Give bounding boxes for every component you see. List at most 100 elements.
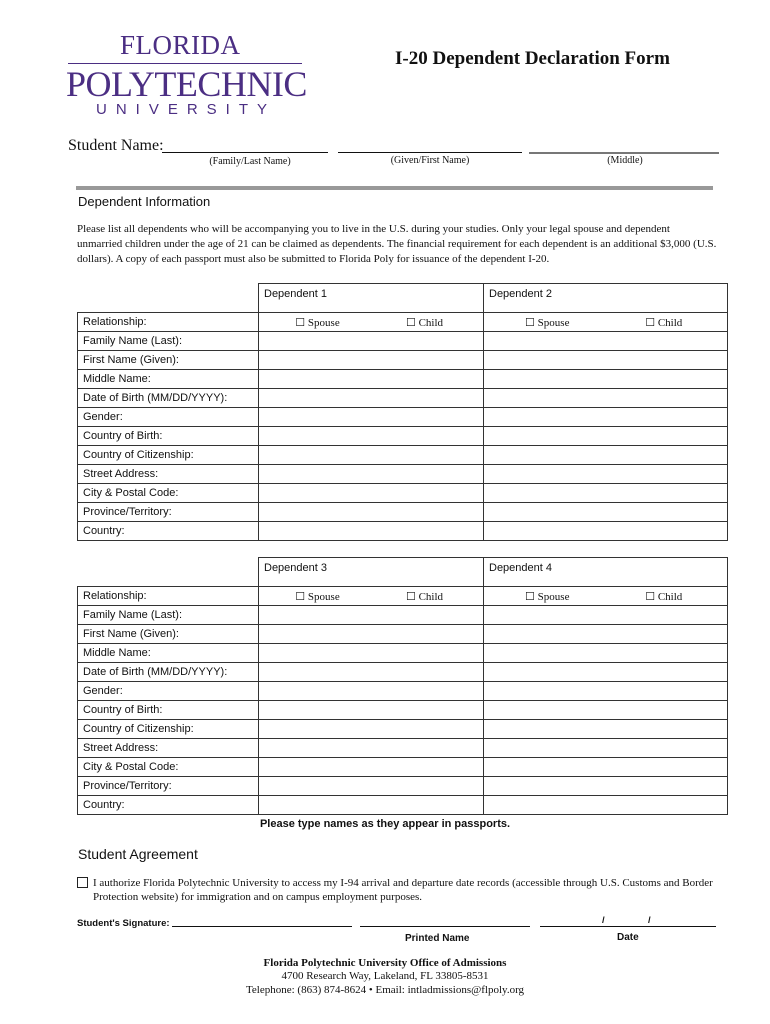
field-input-cell[interactable] — [258, 605, 484, 625]
field-input-cell[interactable] — [258, 350, 484, 370]
field-label: Date of Birth (MM/DD/YYYY): — [77, 388, 259, 408]
relationship-option-spouse[interactable]: ☐ Spouse — [489, 590, 606, 603]
logo-divider — [68, 63, 302, 64]
field-input-cell[interactable] — [258, 464, 484, 484]
option-label: Spouse — [537, 590, 570, 603]
field-label: City & Postal Code: — [77, 483, 259, 503]
field-label: Middle Name: — [77, 643, 259, 663]
field-input-cell[interactable] — [483, 624, 728, 644]
field-input-cell[interactable] — [483, 700, 728, 720]
table-row: Province/Territory: — [77, 776, 728, 796]
field-input-cell[interactable] — [258, 738, 484, 758]
field-input-cell[interactable] — [258, 681, 484, 701]
field-label: First Name (Given): — [77, 350, 259, 370]
field-input-cell[interactable] — [483, 426, 728, 446]
middle-name-field[interactable] — [529, 152, 719, 154]
checkbox-icon[interactable]: ☐ — [525, 590, 535, 603]
checkbox-icon[interactable]: ☐ — [645, 590, 656, 603]
table-row: Date of Birth (MM/DD/YYYY): — [77, 388, 728, 408]
checkbox-icon[interactable]: ☐ — [405, 590, 416, 603]
relationship-cell[interactable]: ☐ Spouse ☐ Child — [258, 586, 484, 606]
logo-florida: FLORIDA — [120, 30, 241, 60]
relationship-option-child[interactable]: ☐ Child — [371, 590, 478, 603]
table-row: Country: — [77, 795, 728, 815]
field-input-cell[interactable] — [483, 369, 728, 389]
relationship-cell[interactable]: ☐ Spouse ☐ Child — [483, 586, 728, 606]
field-input-cell[interactable] — [258, 757, 484, 777]
field-input-cell[interactable] — [483, 681, 728, 701]
footer-office: Florida Polytechnic University Office of… — [263, 957, 507, 969]
relationship-option-child[interactable]: ☐ Child — [371, 316, 478, 329]
field-input-cell[interactable] — [258, 662, 484, 682]
field-input-cell[interactable] — [258, 700, 484, 720]
relationship-option-spouse[interactable]: ☐ Spouse — [264, 590, 371, 603]
relationship-option-spouse[interactable]: ☐ Spouse — [489, 316, 606, 329]
field-input-cell[interactable] — [483, 407, 728, 427]
signature-field[interactable] — [172, 926, 352, 927]
date-field[interactable] — [540, 926, 716, 927]
agreement-checkbox[interactable] — [77, 877, 88, 888]
relationship-option-child[interactable]: ☐ Child — [606, 316, 723, 329]
field-input-cell[interactable] — [258, 719, 484, 739]
relationship-cell[interactable]: ☐ Spouse ☐ Child — [483, 312, 728, 332]
relationship-option-child[interactable]: ☐ Child — [606, 590, 723, 603]
field-input-cell[interactable] — [258, 643, 484, 663]
field-input-cell[interactable] — [483, 464, 728, 484]
field-input-cell[interactable] — [483, 483, 728, 503]
table-row: First Name (Given): — [77, 624, 728, 644]
family-name-field[interactable] — [162, 152, 328, 153]
option-label: Child — [418, 590, 444, 603]
checkbox-icon[interactable]: ☐ — [295, 316, 306, 329]
field-input-cell[interactable] — [258, 483, 484, 503]
field-label: Relationship: — [77, 312, 259, 332]
checkbox-icon[interactable]: ☐ — [645, 316, 656, 329]
printed-name-field[interactable] — [360, 926, 530, 927]
table-row: Street Address: — [77, 464, 728, 484]
field-input-cell[interactable] — [483, 738, 728, 758]
field-input-cell[interactable] — [483, 502, 728, 522]
field-input-cell[interactable] — [258, 426, 484, 446]
field-input-cell[interactable] — [483, 331, 728, 351]
checkbox-icon[interactable]: ☐ — [405, 316, 416, 329]
field-input-cell[interactable] — [258, 502, 484, 522]
field-label: First Name (Given): — [77, 624, 259, 644]
field-input-cell[interactable] — [258, 521, 484, 541]
field-input-cell[interactable] — [258, 624, 484, 644]
checkbox-icon[interactable]: ☐ — [525, 316, 535, 329]
field-input-cell[interactable] — [483, 388, 728, 408]
table-row: Date of Birth (MM/DD/YYYY): — [77, 662, 728, 682]
field-input-cell[interactable] — [258, 331, 484, 351]
section-divider — [76, 186, 713, 190]
field-input-cell[interactable] — [483, 662, 728, 682]
field-input-cell[interactable] — [258, 795, 484, 815]
field-input-cell[interactable] — [483, 605, 728, 625]
field-input-cell[interactable] — [483, 795, 728, 815]
field-input-cell[interactable] — [258, 388, 484, 408]
field-input-cell[interactable] — [483, 521, 728, 541]
field-input-cell[interactable] — [483, 757, 728, 777]
field-input-cell[interactable] — [483, 719, 728, 739]
field-input-cell[interactable] — [483, 445, 728, 465]
field-input-cell[interactable] — [483, 350, 728, 370]
table-row: Middle Name: — [77, 643, 728, 663]
dependents-table-2: Dependent 3 Dependent 4 Relationship: ☐ Spo… — [77, 557, 728, 815]
table-row: Country of Citizenship: — [77, 445, 728, 465]
dependent-header: Dependent 1 — [258, 283, 484, 313]
table-row: Country of Citizenship: — [77, 719, 728, 739]
field-input-cell[interactable] — [258, 369, 484, 389]
field-input-cell[interactable] — [483, 776, 728, 796]
field-label: Street Address: — [77, 738, 259, 758]
given-name-field[interactable] — [338, 152, 522, 153]
student-agreement-heading: Student Agreement — [78, 846, 198, 862]
field-input-cell[interactable] — [258, 445, 484, 465]
relationship-option-spouse[interactable]: ☐ Spouse — [264, 316, 371, 329]
header-blank-cell — [78, 284, 259, 313]
table-row: Gender: — [77, 407, 728, 427]
table-header-row: Dependent 1 Dependent 2 — [78, 283, 728, 313]
relationship-cell[interactable]: ☐ Spouse ☐ Child — [258, 312, 484, 332]
table-row: Country of Birth: — [77, 426, 728, 446]
checkbox-icon[interactable]: ☐ — [295, 590, 306, 603]
field-input-cell[interactable] — [258, 776, 484, 796]
field-input-cell[interactable] — [483, 643, 728, 663]
field-input-cell[interactable] — [258, 407, 484, 427]
